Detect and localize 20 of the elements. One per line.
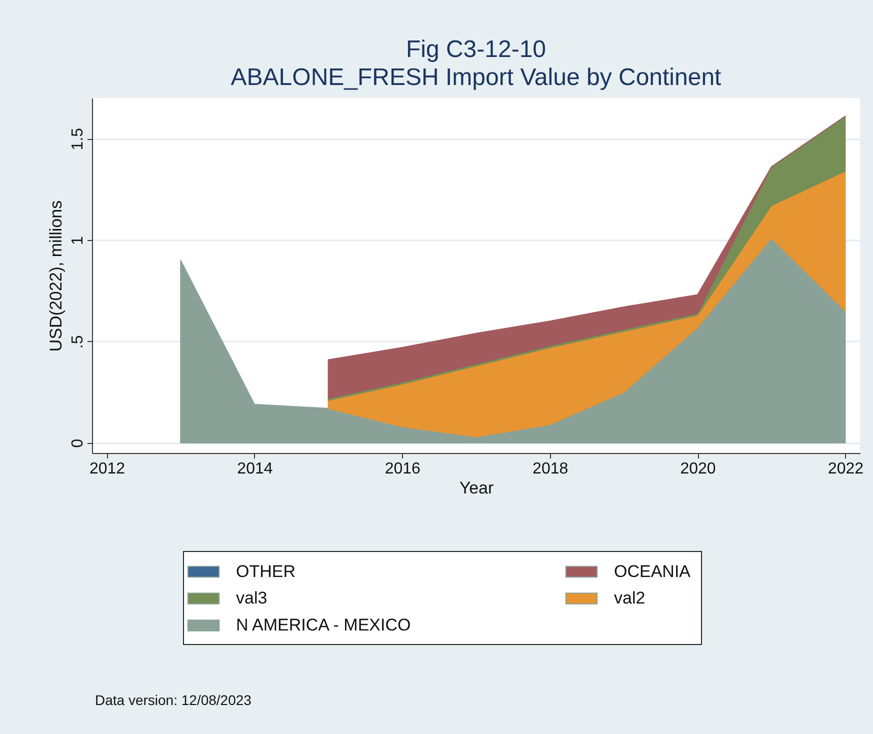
x-tick-label: 2020 [680,460,716,478]
y-axis-title: USD(2022), millions [46,200,66,352]
x-tick-label: 2016 [384,460,421,478]
text: ABALONE_FRESH Import Value by Continent [230,64,722,91]
y-tick-label: 1.5 [70,128,86,150]
y-tick-label: .5 [70,335,86,349]
y-tick-label: 0 [70,438,86,448]
legend-label: val2 [614,588,646,608]
legend-label: val3 [236,588,268,608]
x-tick-label: 2014 [237,460,273,478]
legend-label: N AMERICA - MEXICO [236,616,411,634]
x-tick-label: 2018 [532,460,568,478]
y-tick-label: 1 [70,236,86,245]
legend-label: OCEANIA [614,562,692,581]
x-axis-title: Year [459,478,494,498]
text: Data version: 12/08/2023 [95,692,252,708]
x-tick-label: 2012 [89,460,126,478]
text: Fig C3-12-10 [406,36,546,63]
legend-label: OTHER [236,562,296,581]
x-tick-label: 2022 [828,460,864,478]
